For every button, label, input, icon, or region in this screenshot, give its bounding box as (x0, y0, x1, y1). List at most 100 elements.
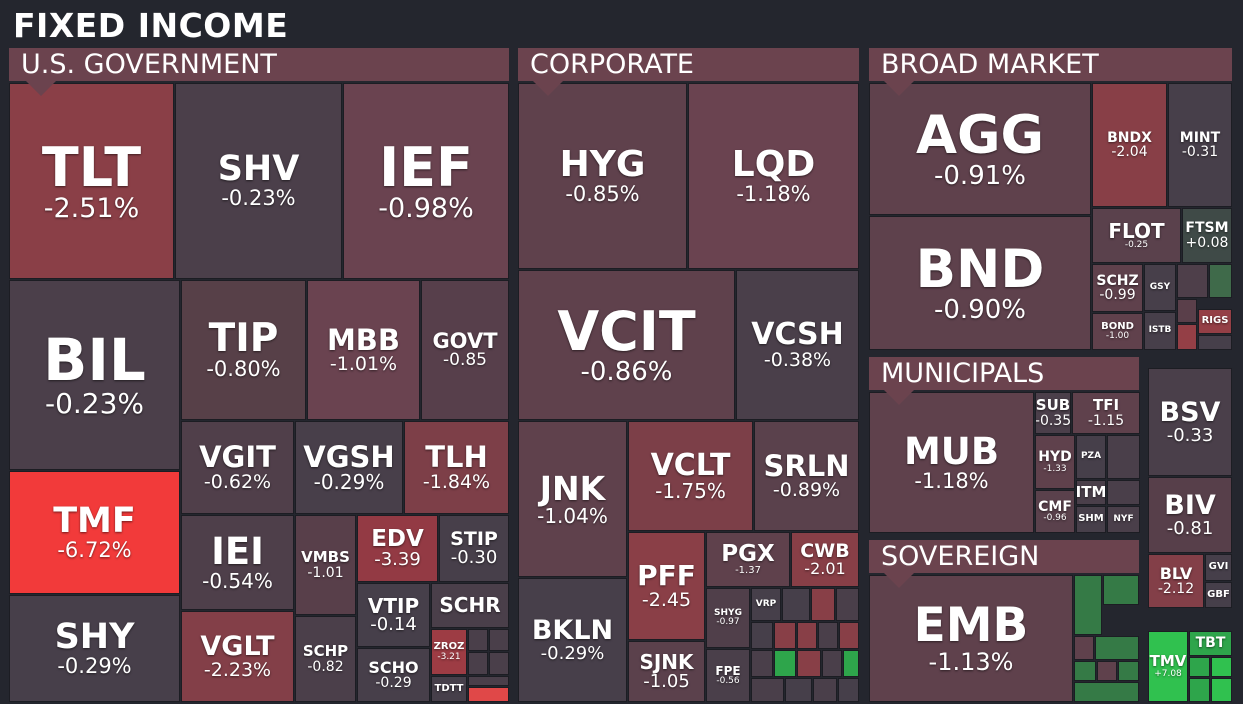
treemap-small-tile[interactable] (843, 650, 859, 677)
tile-schr[interactable]: SCHR (431, 583, 509, 628)
treemap-small-tile[interactable] (822, 650, 842, 677)
tile-cwb[interactable]: CWB -2.01 (791, 532, 859, 587)
tile-schz[interactable]: SCHZ -0.99 (1092, 264, 1143, 312)
tile-vcsh[interactable]: VCSH -0.38% (736, 270, 859, 420)
treemap-small-tile[interactable] (1095, 636, 1139, 660)
tile-shyg[interactable]: SHYG -0.97 (706, 588, 750, 648)
tile-tlh[interactable]: TLH -1.84% (404, 421, 509, 514)
tile-jnk[interactable]: JNK -1.04% (518, 421, 627, 577)
treemap-small-tile[interactable] (468, 629, 488, 651)
treemap-small-tile[interactable] (797, 650, 821, 677)
tile-gvi[interactable]: GVI (1205, 554, 1232, 581)
treemap-small-tile[interactable] (468, 652, 488, 675)
section-header-corporate[interactable]: CORPORATE (518, 48, 859, 81)
section-header-us-government[interactable]: U.S. GOVERNMENT (9, 48, 509, 81)
treemap-small-tile[interactable] (1074, 575, 1102, 635)
tile-tmv[interactable]: TMV +7.08 (1148, 631, 1188, 702)
tile-vrp[interactable]: VRP (751, 588, 781, 621)
tile-bndx[interactable]: BNDX -2.04 (1092, 83, 1167, 207)
treemap-small-tile[interactable] (774, 622, 796, 649)
tile-rigs[interactable]: RIGS (1198, 309, 1232, 334)
tile-tmf[interactable]: TMF -6.72% (9, 471, 180, 594)
treemap-small-tile[interactable] (1211, 678, 1232, 702)
treemap-small-tile[interactable] (1177, 324, 1197, 350)
treemap-small-tile[interactable] (489, 629, 509, 651)
treemap-small-tile[interactable] (813, 678, 837, 702)
treemap-small-tile[interactable] (751, 678, 784, 702)
tile-zroz[interactable]: ZROZ -3.21 (431, 629, 467, 675)
tile-gsy[interactable]: GSY (1144, 264, 1176, 311)
tile-blv[interactable]: BLV -2.12 (1148, 554, 1204, 608)
tile-gbf[interactable]: GBF (1205, 582, 1232, 608)
tile-tip[interactable]: TIP -0.80% (181, 280, 306, 420)
tile-pgx[interactable]: PGX -1.37 (706, 532, 790, 587)
tile-emb[interactable]: EMB -1.13% (869, 575, 1073, 702)
tile-tlt[interactable]: TLT -2.51% (9, 83, 174, 279)
tile-vmbs[interactable]: VMBS -1.01 (295, 515, 356, 615)
tile-tbt[interactable]: TBT (1189, 631, 1232, 656)
tile-srln[interactable]: SRLN -0.89% (754, 421, 859, 531)
tile-schp[interactable]: SCHP -0.82 (295, 616, 356, 702)
treemap-small-tile[interactable] (468, 676, 509, 686)
tile-tfi[interactable]: TFI -1.15 (1072, 392, 1140, 434)
tile-tdtt[interactable]: TDTT (431, 676, 467, 702)
tile-sjnk[interactable]: SJNK -1.05 (628, 641, 705, 702)
tile-lqd[interactable]: LQD -1.18% (688, 83, 859, 269)
treemap-small-tile[interactable] (489, 652, 509, 675)
section-header-municipals[interactable]: MUNICIPALS (869, 357, 1139, 390)
tile-edv[interactable]: EDV -3.39 (357, 515, 438, 582)
treemap-small-tile[interactable] (838, 678, 859, 702)
tile-nyf[interactable]: NYF (1107, 506, 1140, 533)
treemap-small-tile[interactable] (811, 588, 835, 621)
tile-bil[interactable]: BIL -0.23% (9, 280, 180, 470)
treemap-small-tile[interactable] (1189, 657, 1210, 677)
tile-istb[interactable]: ISTB (1144, 312, 1176, 350)
treemap-small-tile[interactable] (797, 622, 817, 649)
tile-hyd[interactable]: HYD -1.33 (1035, 435, 1075, 489)
tile-stip[interactable]: STIP -0.30 (439, 515, 509, 582)
tile-vtip[interactable]: VTIP -0.14 (357, 583, 430, 647)
treemap-small-tile[interactable] (1103, 575, 1139, 605)
treemap-small-tile[interactable] (818, 622, 838, 649)
tile-ief[interactable]: IEF -0.98% (343, 83, 509, 279)
tile-pff[interactable]: PFF -2.45 (628, 532, 705, 640)
tile-vcit[interactable]: VCIT -0.86% (518, 270, 735, 420)
treemap-small-tile[interactable] (774, 650, 796, 677)
tile-vgit[interactable]: VGIT -0.62% (181, 421, 294, 514)
treemap-small-tile[interactable] (468, 687, 509, 702)
treemap-small-tile[interactable] (1209, 264, 1232, 298)
tile-ftsm[interactable]: FTSM +0.08 (1182, 208, 1232, 263)
treemap-small-tile[interactable] (782, 588, 810, 621)
treemap-small-tile[interactable] (1211, 657, 1232, 677)
treemap-small-tile[interactable] (836, 588, 859, 621)
tile-shm[interactable]: SHM (1076, 506, 1106, 533)
tile-flot[interactable]: FLOT -0.25 (1092, 208, 1181, 263)
section-header-sovereign[interactable]: SOVEREIGN (869, 540, 1139, 573)
treemap-small-tile[interactable] (1097, 661, 1117, 681)
tile-bond[interactable]: BOND -1.00 (1092, 313, 1143, 350)
tile-mint[interactable]: MINT -0.31 (1168, 83, 1232, 207)
tile-scho[interactable]: SCHO -0.29 (357, 648, 430, 702)
treemap-small-tile[interactable] (1107, 435, 1140, 479)
tile-shv[interactable]: SHV -0.23% (175, 83, 342, 279)
treemap-small-tile[interactable] (751, 622, 773, 649)
treemap-small-tile[interactable] (1177, 299, 1197, 323)
treemap-small-tile[interactable] (1074, 661, 1096, 681)
treemap-small-tile[interactable] (1074, 682, 1139, 702)
tile-bsv[interactable]: BSV -0.33 (1148, 368, 1232, 476)
treemap-small-tile[interactable] (839, 622, 859, 649)
tile-cmf[interactable]: CMF -0.96 (1035, 490, 1075, 533)
section-header-broad-market[interactable]: BROAD MARKET (869, 48, 1232, 81)
tile-hyg[interactable]: HYG -0.85% (518, 83, 687, 269)
treemap-small-tile[interactable] (1118, 661, 1139, 681)
tile-agg[interactable]: AGG -0.91% (869, 83, 1091, 215)
tile-vclt[interactable]: VCLT -1.75% (628, 421, 753, 531)
treemap-small-tile[interactable] (1198, 335, 1232, 350)
treemap-small-tile[interactable] (751, 650, 773, 677)
tile-mub[interactable]: MUB -1.18% (869, 392, 1034, 533)
tile-sub[interactable]: SUB -0.35 (1035, 392, 1071, 434)
tile-pza[interactable]: PZA (1076, 435, 1106, 479)
tile-bnd[interactable]: BND -0.90% (869, 216, 1091, 350)
tile-itm[interactable]: ITM (1076, 480, 1106, 505)
tile-vglt[interactable]: VGLT -2.23% (181, 611, 294, 702)
